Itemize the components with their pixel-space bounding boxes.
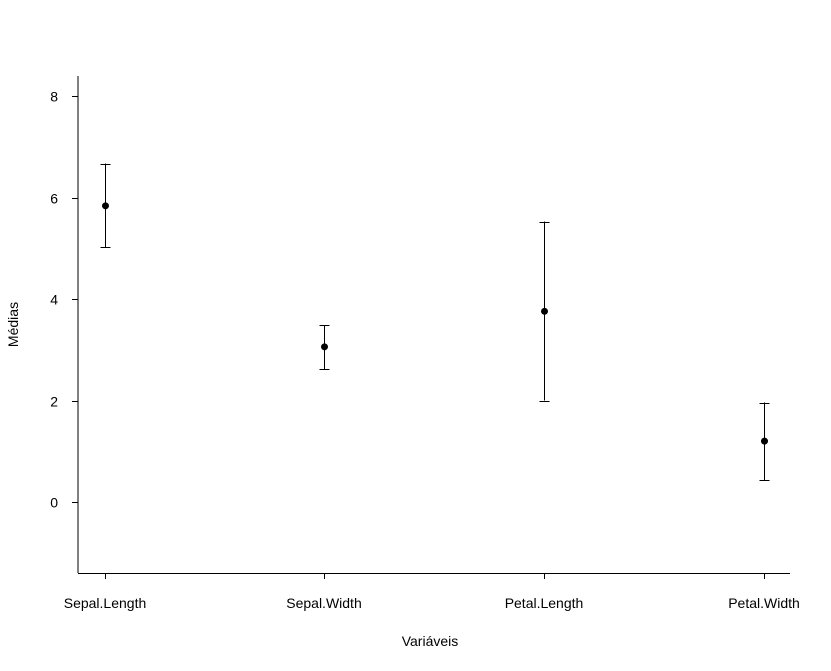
mean-point xyxy=(761,437,768,445)
mean-point xyxy=(102,202,109,210)
x-tick-label: Sepal.Length xyxy=(64,595,147,611)
y-axis-title: Médias xyxy=(5,302,21,347)
x-axis: Sepal.Length Sepal.Width Petal.Length Petal… xyxy=(64,573,800,611)
x-tick-label: Petal.Length xyxy=(505,595,584,611)
x-axis-title: Variáveis xyxy=(402,633,459,649)
y-axis: 0 2 4 6 8 xyxy=(50,76,79,573)
x-tick-label: Sepal.Width xyxy=(286,595,361,611)
y-tick-label: 2 xyxy=(50,394,58,410)
mean-points xyxy=(102,202,768,445)
mean-point xyxy=(321,343,328,351)
x-tick-label: Petal.Width xyxy=(728,595,800,611)
y-tick-label: 0 xyxy=(50,495,58,511)
y-tick-label: 8 xyxy=(50,89,58,105)
y-tick-label: 4 xyxy=(50,292,58,308)
error-bars xyxy=(100,163,770,481)
mean-point xyxy=(541,307,548,315)
y-tick-label: 6 xyxy=(50,191,58,207)
